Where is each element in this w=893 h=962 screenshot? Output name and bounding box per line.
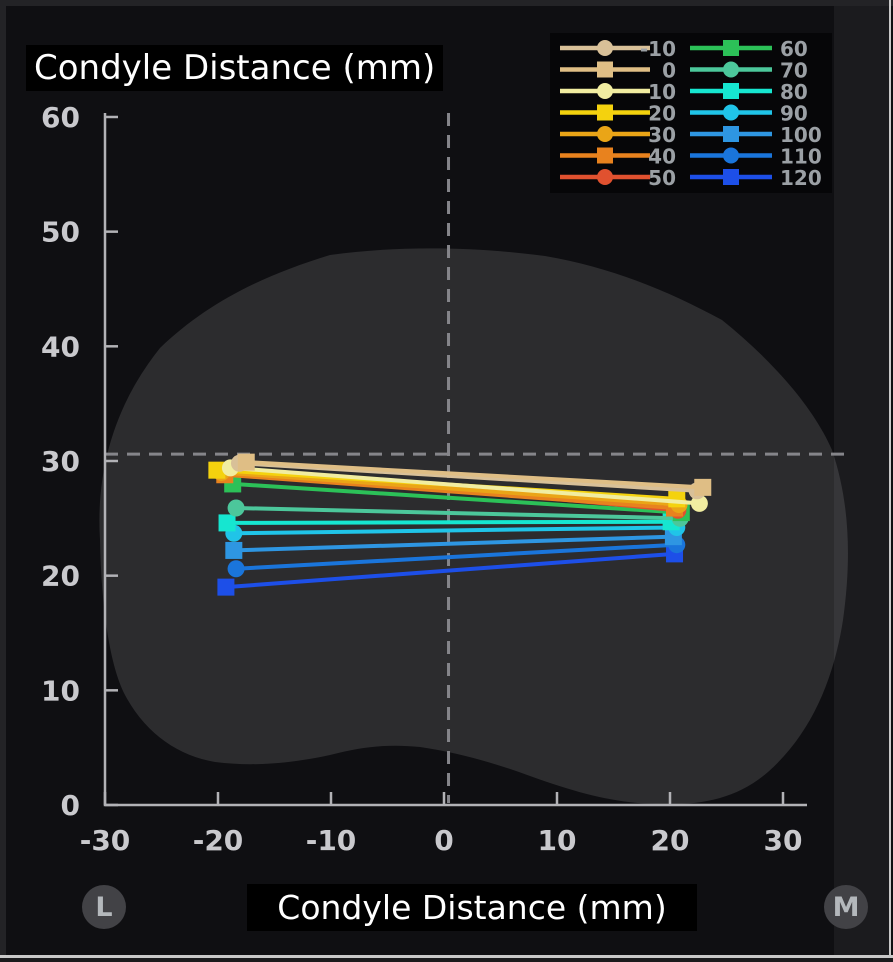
x-tick-label: 0	[434, 824, 453, 857]
series-10	[221, 459, 708, 512]
reference-lines	[105, 113, 852, 803]
legend-entry-40: 40	[560, 145, 676, 169]
series-line	[236, 506, 681, 521]
legend-label: 40	[648, 145, 676, 169]
legend-entry-50: 50	[560, 166, 676, 190]
condyle-outline-shape	[99, 248, 848, 805]
legend-entry-20: 20	[560, 102, 676, 126]
series-marker	[690, 494, 708, 512]
x-tick-label: 30	[764, 824, 803, 857]
series-line	[246, 460, 703, 490]
legend-label: -10	[640, 37, 676, 61]
legend-marker	[597, 147, 613, 164]
series-line	[230, 465, 700, 506]
window-border-right	[889, 0, 891, 962]
x-tick-label: 10	[538, 824, 577, 857]
legend-entry-80: 80	[690, 80, 808, 104]
legend-marker	[723, 169, 739, 185]
series-100	[225, 528, 682, 559]
legend-marker	[723, 83, 739, 99]
legend-marker	[723, 40, 739, 56]
legend-marker	[723, 126, 739, 142]
series-line	[227, 519, 672, 525]
legend-marker	[597, 169, 613, 185]
legend-marker	[597, 61, 613, 78]
x-tick-label: -10	[306, 824, 357, 857]
x-axis-title-text: Condyle Distance (mm)	[277, 888, 667, 927]
series-marker	[694, 478, 712, 496]
legend-label: 10	[648, 80, 676, 104]
legend-label: 60	[780, 37, 808, 61]
legend-entry--10: -10	[560, 37, 676, 61]
right-margin-panel	[834, 0, 890, 962]
legend-label: 80	[780, 80, 808, 104]
legend-marker	[723, 147, 739, 164]
series-line	[235, 542, 677, 571]
legend-marker	[597, 104, 613, 121]
series-marker	[237, 453, 255, 471]
series-line	[224, 472, 675, 510]
legend-label: 30	[648, 123, 676, 147]
legend-marker	[723, 61, 739, 78]
x-axis-title: Condyle Distance (mm)	[247, 884, 697, 931]
medial-side-badge: M	[824, 885, 868, 929]
series-line	[221, 470, 680, 507]
legend-label: 110	[780, 145, 822, 169]
series-line	[233, 534, 674, 553]
data-series	[208, 453, 712, 596]
series-marker	[217, 578, 235, 596]
lateral-side-badge: L	[82, 885, 126, 929]
window-edge-below	[0, 958, 893, 962]
series-line	[225, 551, 675, 590]
window-border-bottom	[0, 955, 893, 958]
legend-entry-10: 10	[560, 80, 676, 104]
legend-entry-0: 0	[560, 59, 676, 83]
legend-label: 20	[648, 102, 676, 126]
legend-label: 100	[780, 123, 822, 147]
series-line	[232, 481, 682, 515]
y-tick-label: 40	[41, 330, 80, 363]
legend-label: 90	[780, 102, 808, 126]
x-tick-label: 20	[651, 824, 690, 857]
series-marker	[218, 514, 236, 532]
y-tick-label: 10	[41, 674, 80, 707]
legend-label: 120	[780, 166, 822, 190]
legend-entry-60: 60	[690, 37, 808, 61]
y-axis-title: Condyle Distance (mm)	[26, 45, 444, 91]
series-marker	[225, 541, 243, 559]
legend-entry-30: 30	[560, 123, 676, 147]
legend-marker	[723, 104, 739, 121]
legend-entry-100: 100	[690, 123, 822, 147]
legend-entry-90: 90	[690, 102, 808, 126]
y-tick-label: 20	[41, 560, 80, 593]
series-marker	[227, 560, 245, 578]
window-edge-top	[0, 0, 893, 6]
legend-marker	[597, 40, 613, 56]
window-edge-left	[0, 0, 6, 962]
y-tick-label: 30	[41, 445, 80, 478]
y-axis-title-text: Condyle Distance (mm)	[34, 48, 436, 88]
legend-marker	[597, 83, 613, 99]
legend-marker	[597, 126, 613, 142]
legend-label: 50	[648, 166, 676, 190]
y-tick-label: 50	[41, 216, 80, 249]
series-0	[237, 453, 712, 496]
y-tick-label: 0	[61, 789, 80, 822]
series-marker	[668, 490, 686, 508]
x-tick-label: -30	[80, 824, 131, 857]
legend-entry-70: 70	[690, 59, 808, 83]
series-marker	[227, 499, 245, 517]
series-marker	[208, 461, 226, 479]
y-tick-label: 60	[41, 101, 80, 134]
legend-label: 70	[780, 59, 808, 83]
legend-entry-120: 120	[690, 166, 822, 190]
series-line	[233, 525, 677, 536]
legend-entry-110: 110	[690, 145, 822, 169]
x-tick-label: -20	[193, 824, 244, 857]
legend-label: 0	[662, 59, 676, 83]
